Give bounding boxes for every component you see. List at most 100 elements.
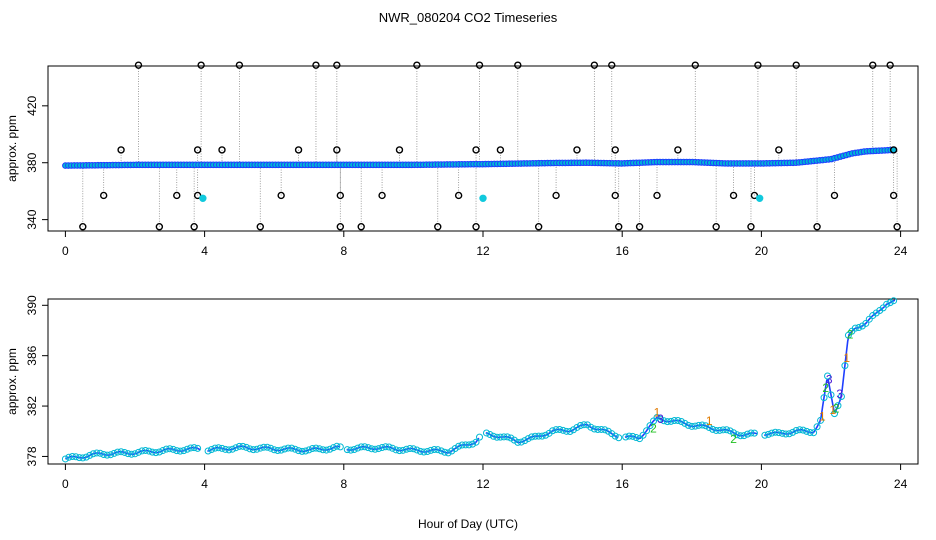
series-point [799, 426, 807, 434]
x-axis-label: Hour of Day (UTC) [418, 517, 518, 531]
outlier-point [277, 191, 285, 200]
series-point [225, 446, 233, 454]
series-point [834, 402, 842, 410]
series-point [187, 444, 195, 452]
series-point [569, 426, 577, 434]
series-point [173, 447, 181, 455]
series-point [733, 431, 741, 439]
outlier-point [615, 223, 623, 231]
outlier-point [336, 223, 345, 231]
series-point [782, 430, 790, 438]
series-point [538, 432, 546, 440]
series-point [128, 450, 136, 458]
series-point [705, 423, 713, 431]
series-point [716, 426, 724, 434]
series-point [239, 442, 247, 450]
series-point [500, 433, 508, 441]
series-point [61, 455, 69, 463]
series-point [441, 448, 449, 456]
series-point [643, 427, 651, 435]
y-tick-label: 390 [25, 295, 39, 315]
outlier-point [434, 223, 442, 231]
series-point [886, 299, 894, 307]
series-point [350, 445, 358, 453]
outlier-point [378, 191, 386, 200]
x-tick-label: 12 [476, 477, 490, 491]
series-point [851, 324, 859, 332]
series-point [215, 444, 223, 452]
outlier-point [99, 191, 108, 200]
series-point [228, 445, 236, 453]
series-point [559, 426, 567, 434]
series-point [476, 433, 484, 441]
outlier-point [893, 223, 901, 231]
series-point [803, 427, 811, 435]
series-point [837, 393, 845, 401]
series-point [865, 315, 873, 323]
series-point [211, 444, 219, 452]
series-point [455, 442, 463, 450]
outlier-point [256, 223, 264, 231]
series-point [141, 446, 149, 454]
series-point [96, 449, 104, 457]
digit-label: 1 [706, 414, 713, 428]
x-tick-label: 0 [62, 244, 69, 258]
outlier-point [475, 61, 484, 69]
series-point [402, 445, 410, 453]
series-point [260, 443, 268, 451]
series-point [382, 443, 390, 451]
series-point [267, 444, 275, 452]
series-point [103, 451, 111, 459]
series-point [124, 450, 132, 458]
series-point [89, 450, 97, 458]
series-point [503, 433, 511, 441]
series-point [159, 447, 167, 455]
series-point [134, 448, 142, 456]
series-point [354, 444, 362, 452]
digit-label: 3 [657, 412, 664, 426]
series-point [639, 431, 647, 439]
series-point [796, 426, 804, 434]
series-point [667, 417, 675, 425]
series-point [263, 443, 271, 451]
series-point [698, 421, 706, 429]
outlier-point [573, 146, 581, 154]
series-point [514, 438, 522, 446]
series-point [434, 446, 442, 454]
series-point [218, 444, 226, 452]
outlier-point [357, 223, 365, 231]
outlier-point [496, 146, 505, 154]
series-point [274, 447, 282, 455]
series-point [830, 410, 838, 418]
series-point [375, 445, 383, 453]
outlier-point [333, 61, 341, 69]
outlier-point [155, 223, 164, 231]
series-point [862, 319, 870, 327]
series-point [517, 438, 525, 446]
series-point [510, 436, 518, 444]
series-point [430, 446, 438, 454]
series-point [650, 417, 658, 425]
series-point [100, 450, 108, 458]
series-point [580, 421, 588, 429]
series-point [737, 432, 745, 440]
series-point [549, 427, 557, 435]
series-point [761, 431, 769, 439]
series-point [155, 448, 163, 456]
series-point [615, 434, 623, 442]
series-point [531, 432, 539, 440]
series-point [409, 445, 417, 453]
series-point [656, 415, 664, 423]
series-point [413, 446, 421, 454]
series-point [288, 444, 296, 452]
series-line [65, 299, 896, 460]
series-point [792, 427, 800, 435]
digit-label: 3 [836, 387, 843, 401]
y-tick-label: 420 [25, 95, 39, 115]
series-point [556, 425, 564, 433]
series-point [152, 449, 160, 457]
series-point [482, 429, 490, 437]
outlier-point [197, 61, 205, 69]
